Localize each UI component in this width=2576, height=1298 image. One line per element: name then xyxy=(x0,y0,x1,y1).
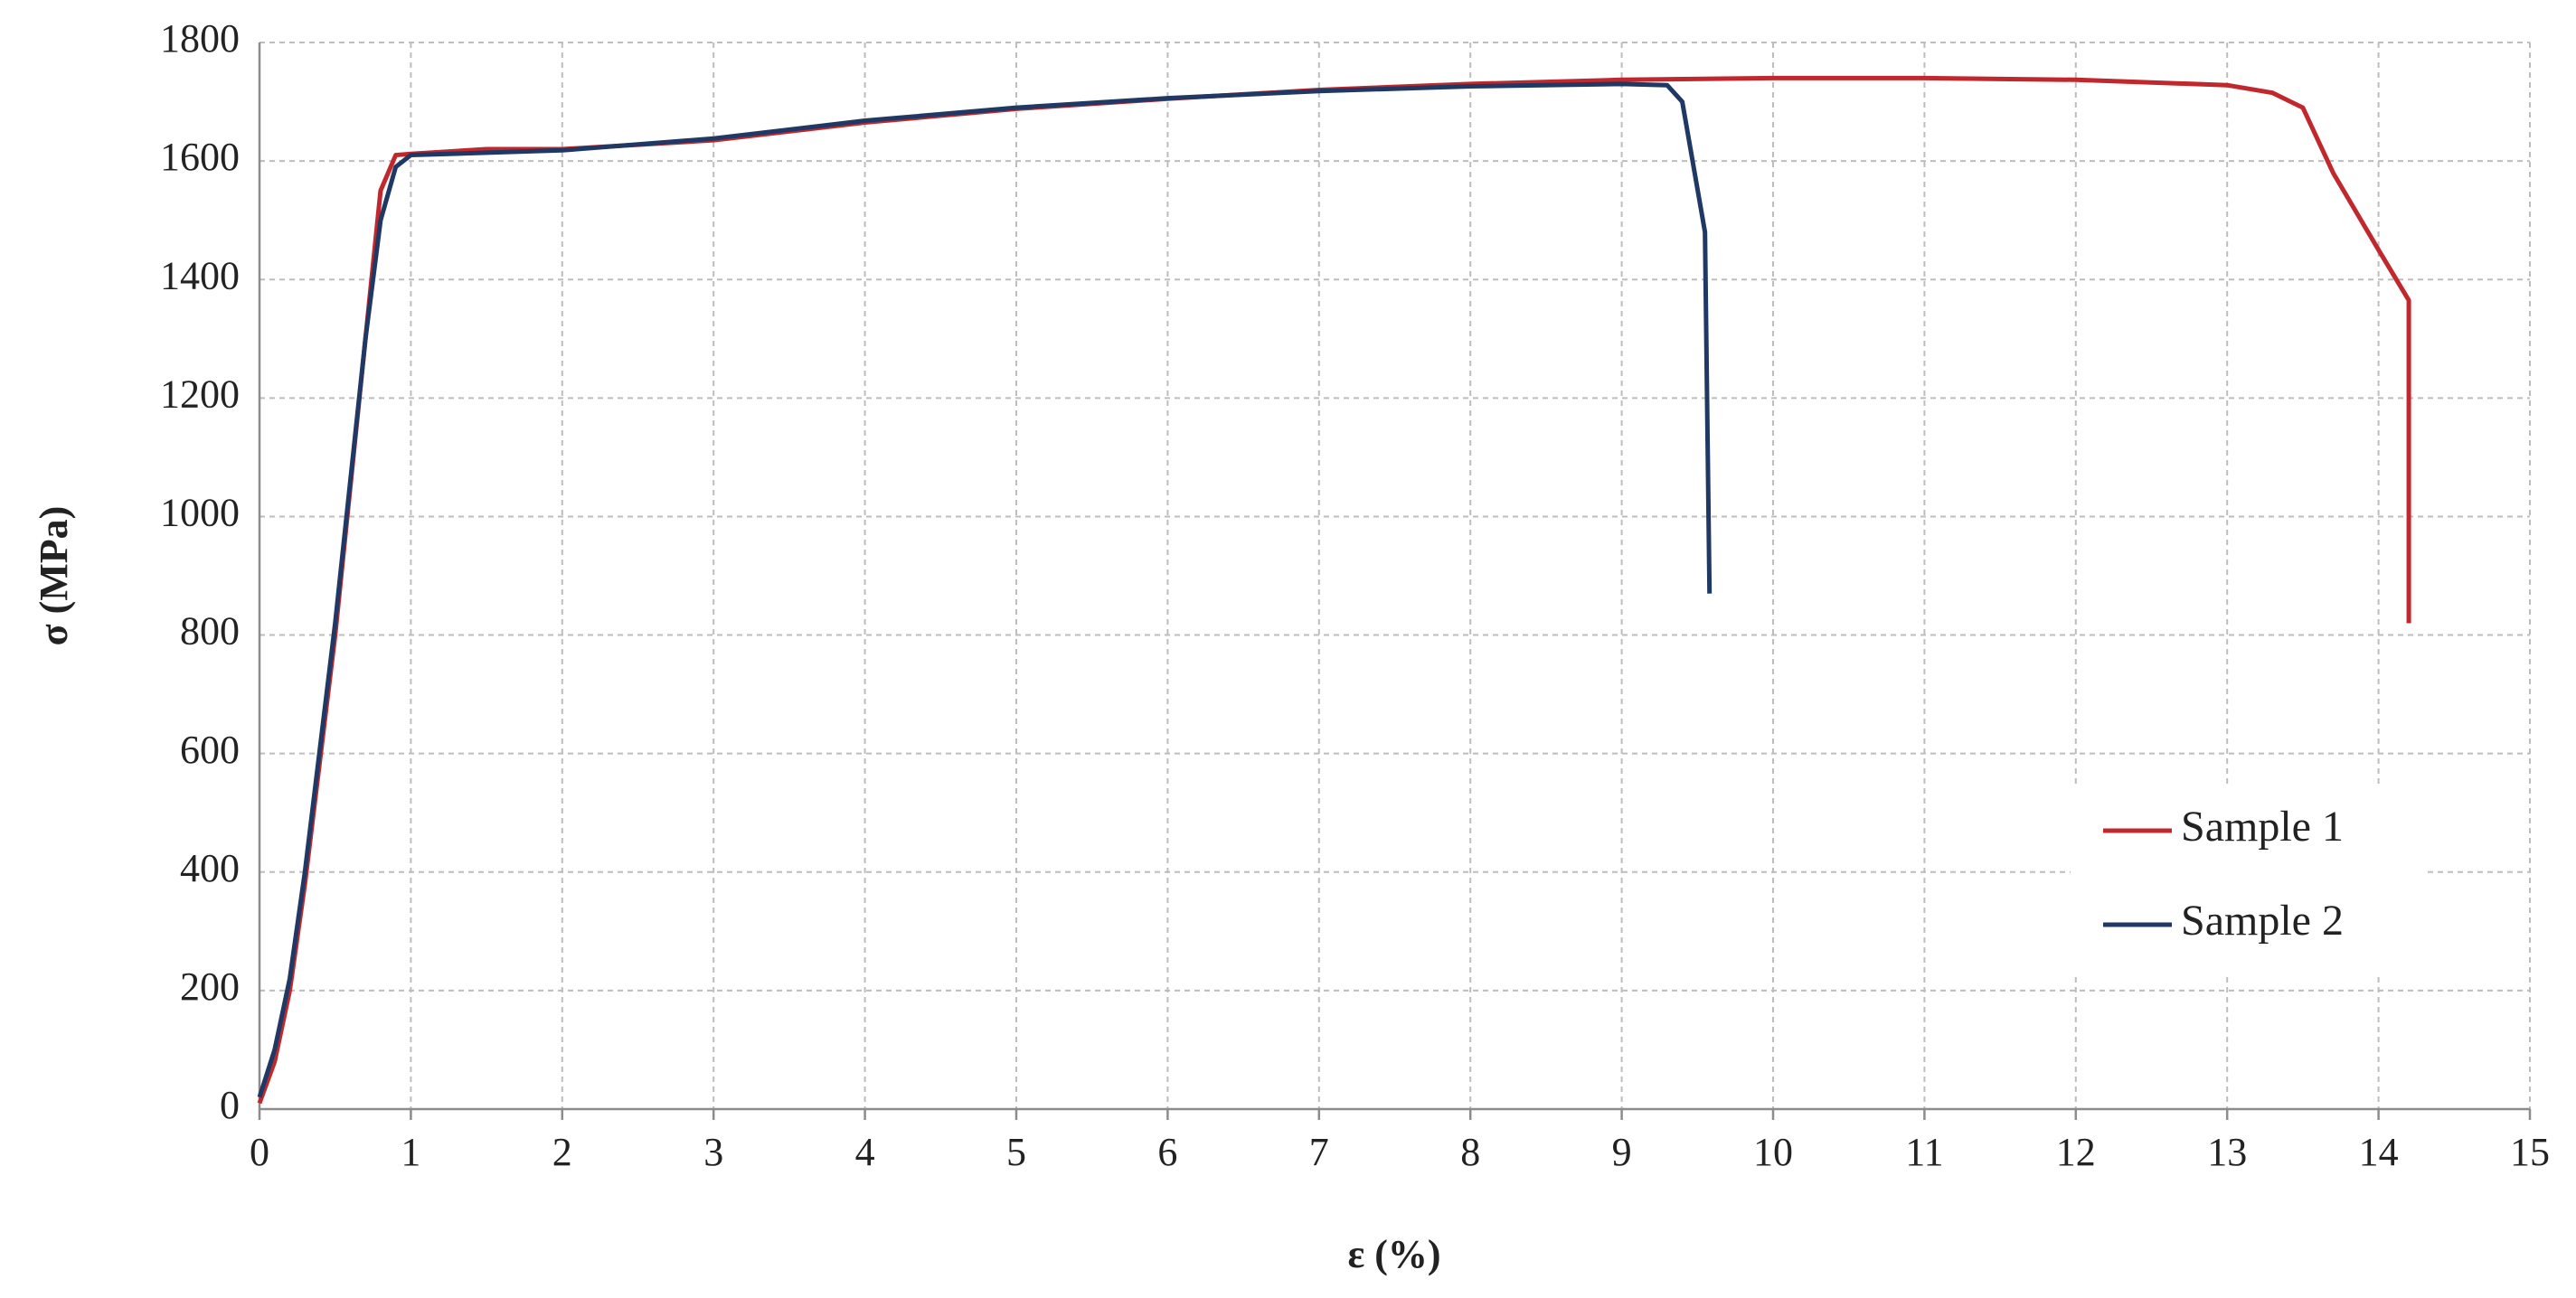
x-tick-label: 10 xyxy=(1753,1130,1793,1174)
y-axis-title: σ (MPa) xyxy=(32,506,76,646)
y-tick-label: 1000 xyxy=(160,491,240,535)
x-tick-label: 15 xyxy=(2510,1130,2550,1174)
legend-label: Sample 1 xyxy=(2181,803,2344,851)
x-axis-title: ε (%) xyxy=(1347,1232,1440,1276)
x-tick-label: 1 xyxy=(401,1130,420,1174)
y-tick-label: 800 xyxy=(180,609,240,654)
data-line xyxy=(257,81,1713,1098)
x-tick-label: 3 xyxy=(703,1130,723,1174)
x-tick-label: 8 xyxy=(1460,1130,1480,1174)
x-tick-label: 6 xyxy=(1157,1130,1177,1174)
x-tick-label: 0 xyxy=(250,1130,269,1174)
y-tick-label: 600 xyxy=(180,728,240,772)
x-tick-label: 7 xyxy=(1309,1130,1329,1174)
x-tick-label: 4 xyxy=(855,1130,875,1174)
y-tick-label: 1200 xyxy=(160,372,240,416)
legend-label: Sample 2 xyxy=(2181,897,2344,945)
legend-box xyxy=(2071,784,2423,974)
y-tick-label: 1400 xyxy=(160,253,240,297)
y-tick-label: 1800 xyxy=(160,16,240,61)
x-tick-label: 11 xyxy=(1905,1130,1943,1174)
y-tick-label: 1600 xyxy=(160,135,240,179)
y-tick-label: 400 xyxy=(180,846,240,890)
x-tick-label: 13 xyxy=(2207,1130,2247,1174)
y-tick-label: 0 xyxy=(220,1083,240,1127)
x-tick-label: 9 xyxy=(1612,1130,1632,1174)
x-tick-label: 14 xyxy=(2359,1130,2399,1174)
x-tick-label: 12 xyxy=(2056,1130,2096,1174)
x-tick-label: 5 xyxy=(1006,1130,1026,1174)
x-tick-label: 2 xyxy=(552,1130,572,1174)
y-tick-label: 200 xyxy=(180,964,240,1009)
